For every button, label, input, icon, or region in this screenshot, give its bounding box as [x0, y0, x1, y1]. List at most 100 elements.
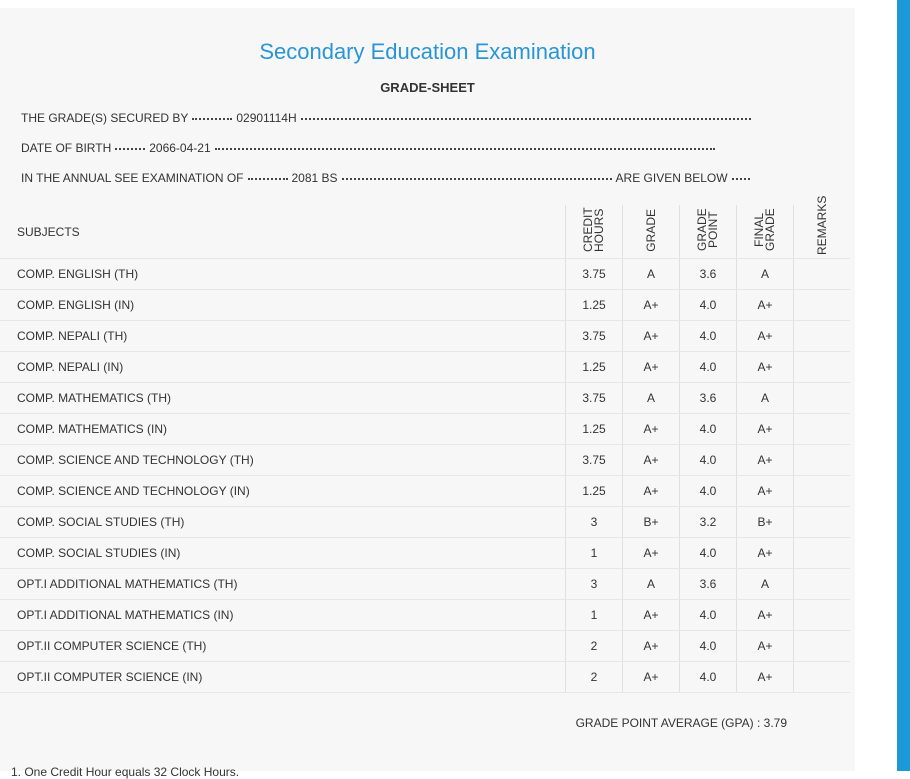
subject: COMP. SCIENCE AND TECHNOLOGY (TH) [0, 444, 566, 476]
cell: A+ [622, 537, 680, 569]
cell: A+ [622, 599, 680, 631]
cell: 2 [565, 661, 623, 693]
info-value: 02901114H [236, 111, 297, 125]
cell: 3.75 [565, 382, 623, 414]
cell: A+ [622, 320, 680, 352]
cell: 3.75 [565, 320, 623, 352]
remarks-cell [793, 661, 850, 693]
cell: 4.0 [679, 475, 737, 507]
subject: COMP. MATHEMATICS (TH) [0, 382, 566, 414]
cell: A+ [736, 444, 794, 476]
grade-table: SUBJECTS CREDIT HOURS GRADE GRADE POINT FINA… [0, 195, 850, 693]
cell: 3.6 [679, 568, 737, 600]
column-header-text: CREDIT HOURS [581, 207, 606, 253]
column-header-text: REMARKS [814, 195, 829, 255]
subject: COMP. ENGLISH (TH) [0, 258, 566, 290]
table-row: COMP. MATHEMATICS (TH) 3.75 A 3.6 A [0, 382, 850, 414]
cell: 4.0 [679, 630, 737, 662]
column-header-text: FINAL GRADE [752, 208, 777, 252]
cell: 3 [565, 568, 623, 600]
cell: A+ [622, 630, 680, 662]
cell: 4.0 [679, 413, 737, 445]
cell: 1.25 [565, 351, 623, 383]
cell: A+ [622, 661, 680, 693]
cell: 3.75 [565, 444, 623, 476]
cell: 4.0 [679, 661, 737, 693]
subject: COMP. SOCIAL STUDIES (TH) [0, 506, 566, 538]
column-header-text: GRADE POINT [695, 208, 720, 252]
remarks-cell [793, 382, 850, 414]
subject: OPT.I ADDITIONAL MATHEMATICS (TH) [0, 568, 566, 600]
scrollbar [897, 0, 910, 771]
cell: A+ [736, 599, 794, 631]
table-row: OPT.II COMPUTER SCIENCE (IN) 2 A+ 4.0 A+ [0, 661, 850, 693]
info-label: IN THE ANNUAL SEE EXAMINATION OF [21, 171, 244, 185]
cell: A+ [622, 475, 680, 507]
subject: OPT.II COMPUTER SCIENCE (IN) [0, 661, 566, 693]
cell: A [736, 382, 794, 414]
cell: 3.6 [679, 382, 737, 414]
table-row: COMP. ENGLISH (TH) 3.75 A 3.6 A [0, 258, 850, 290]
subject: COMP. SCIENCE AND TECHNOLOGY (IN) [0, 475, 566, 507]
table-row: OPT.I ADDITIONAL MATHEMATICS (IN) 1 A+ 4.0 A… [0, 599, 850, 631]
gpa: GRADE POINT AVERAGE (GPA) : 3.79 [576, 716, 787, 730]
sheet: Secondary Education Examination GRADE-SH… [0, 8, 855, 779]
subject: COMP. NEPALI (TH) [0, 320, 566, 352]
column-header-text: GRADE [643, 208, 658, 252]
cell: 3.75 [565, 258, 623, 290]
table-row: COMP. NEPALI (TH) 3.75 A+ 4.0 A+ [0, 320, 850, 352]
cell: A [622, 258, 680, 290]
subject: OPT.II COMPUTER SCIENCE (TH) [0, 630, 566, 662]
gpa-label: GRADE POINT AVERAGE (GPA) : [575, 716, 761, 730]
cell: A+ [736, 351, 794, 383]
cell: 4.0 [679, 289, 737, 321]
info-value: 2066-04-21 [149, 141, 211, 155]
cell: 1.25 [565, 475, 623, 507]
info-line: THE GRADE(S) SECURED BY 02901114H [21, 111, 755, 125]
subject: COMP. ENGLISH (IN) [0, 289, 566, 321]
column-header: CREDIT HOURS [565, 205, 623, 259]
column-header: FINAL GRADE [736, 205, 794, 259]
table-row: COMP. NEPALI (IN) 1.25 A+ 4.0 A+ [0, 351, 850, 383]
remarks-cell [793, 351, 850, 383]
cell: 3.6 [679, 258, 737, 290]
cell: A+ [622, 413, 680, 445]
info-line: DATE OF BIRTH 2066-04-21 [21, 141, 719, 155]
subject: COMP. MATHEMATICS (IN) [0, 413, 566, 445]
cell: 4.0 [679, 351, 737, 383]
gpa-value: 3.79 [763, 716, 787, 730]
cell: 4.0 [679, 599, 737, 631]
remarks-cell [793, 413, 850, 445]
remarks-cell [793, 506, 850, 538]
cell: A+ [622, 289, 680, 321]
remarks-cell [793, 599, 850, 631]
subject: COMP. NEPALI (IN) [0, 351, 566, 383]
cell: A+ [622, 351, 680, 383]
remarks-cell [793, 320, 850, 352]
cell: A [736, 258, 794, 290]
cell: 1.25 [565, 413, 623, 445]
cell: A [622, 568, 680, 600]
table-row: COMP. SOCIAL STUDIES (TH) 3 B+ 3.2 B+ [0, 506, 850, 538]
cell: 2 [565, 630, 623, 662]
column-header: REMARKS [793, 195, 850, 259]
column-header: GRADE POINT [679, 205, 737, 259]
cell: 4.0 [679, 444, 737, 476]
cell: 1.25 [565, 289, 623, 321]
table-row: COMP. SOCIAL STUDIES (IN) 1 A+ 4.0 A+ [0, 537, 850, 569]
table-row: COMP. SCIENCE AND TECHNOLOGY (TH) 3.75 A+ 4… [0, 444, 850, 476]
subject: COMP. SOCIAL STUDIES (IN) [0, 537, 566, 569]
info-label: DATE OF BIRTH [21, 141, 112, 155]
remarks-cell [793, 444, 850, 476]
remarks-cell [793, 258, 850, 290]
cell: A+ [622, 444, 680, 476]
cell: A+ [736, 537, 794, 569]
header-row: SUBJECTS CREDIT HOURS GRADE GRADE POINT FINA… [0, 195, 850, 259]
info-label: THE GRADE(S) SECURED BY [21, 111, 189, 125]
info-line: IN THE ANNUAL SEE EXAMINATION OF 2081 BS… [21, 171, 754, 185]
cell: A+ [736, 320, 794, 352]
cell: 4.0 [679, 320, 737, 352]
info-suffix: ARE GIVEN BELOW [615, 171, 728, 185]
remarks-cell [793, 630, 850, 662]
